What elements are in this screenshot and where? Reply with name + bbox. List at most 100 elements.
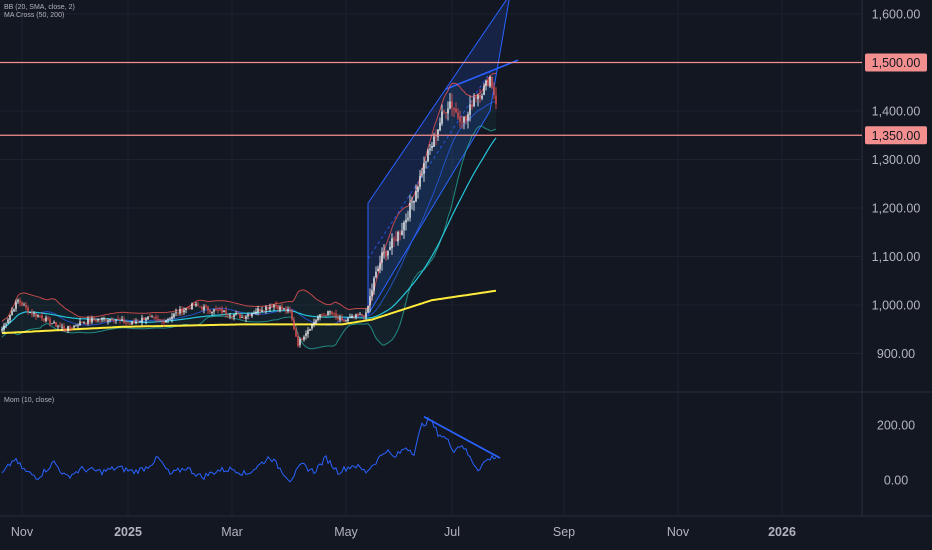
candle-body — [149, 316, 151, 318]
candle-body — [249, 314, 251, 316]
ma-cross-legend[interactable]: MA Cross (50, 200) — [4, 12, 65, 19]
candle-body — [463, 116, 465, 123]
candle-body — [413, 200, 415, 203]
candle-body — [113, 320, 115, 321]
candle-body — [285, 308, 287, 312]
candle-body — [273, 305, 275, 308]
candle-body — [231, 316, 233, 318]
candle-body — [35, 313, 37, 317]
candle-body — [127, 323, 129, 325]
candle-body — [15, 301, 17, 309]
candle-body — [191, 303, 193, 310]
indicator-lines — [1, 72, 497, 350]
x-tick-label: Mar — [221, 525, 243, 539]
candle-body — [165, 320, 167, 323]
candle-body — [9, 314, 11, 321]
candle-body — [433, 136, 435, 147]
price-channel[interactable] — [367, 0, 519, 317]
candle-body — [159, 319, 161, 321]
level-label-bg — [865, 126, 927, 145]
candle-body — [345, 320, 347, 322]
candle-body — [53, 322, 55, 324]
candle-body — [3, 325, 5, 330]
candle-body — [51, 323, 53, 325]
candle-body — [337, 317, 339, 319]
candle-body — [453, 107, 455, 110]
candle-body — [485, 80, 487, 86]
candle-body — [215, 309, 217, 310]
candle-body — [117, 319, 119, 320]
candle-body — [131, 321, 133, 325]
candle-body — [257, 308, 259, 312]
momentum-trendline — [423, 415, 501, 459]
candle-body — [173, 313, 175, 318]
candle-body — [67, 325, 69, 331]
mom-legend-label[interactable]: Mom (10, close) — [4, 397, 55, 404]
candle-body — [169, 318, 171, 320]
candle-body — [325, 315, 327, 317]
candle-body — [255, 311, 257, 314]
candle-body — [437, 129, 439, 137]
candle-body — [331, 311, 333, 314]
candle-body — [347, 318, 349, 321]
candle-body — [95, 320, 97, 322]
candle-body — [135, 321, 137, 324]
candle-body — [141, 317, 143, 323]
candle-body — [107, 320, 109, 322]
candle-body — [449, 101, 451, 109]
candle-body — [279, 306, 281, 311]
candle-body — [265, 306, 267, 311]
candle-body — [115, 319, 117, 321]
candle-body — [411, 201, 413, 203]
candle-body — [21, 302, 23, 306]
candle-body — [199, 306, 201, 308]
candle-body — [489, 76, 491, 87]
candle-body — [363, 315, 365, 318]
candle-body — [343, 320, 345, 322]
horizontal-levels[interactable]: 1,500.00 1,350.00 — [0, 53, 927, 145]
candle-body — [263, 310, 265, 312]
candle-body — [417, 187, 419, 192]
candle-body — [461, 122, 463, 124]
momentum-pane — [1, 415, 501, 483]
candle-body — [209, 310, 211, 313]
candle-body — [229, 315, 231, 317]
candle-body — [69, 326, 71, 328]
candle-body — [335, 313, 337, 317]
candle-body — [187, 307, 189, 309]
channel-midline — [367, 71, 491, 260]
mom-legend[interactable]: Mom (10, close) — [4, 397, 54, 405]
bb-legend[interactable]: BB (20, SMA, close, 2) — [4, 4, 75, 11]
candle-body — [289, 309, 291, 312]
candle-body — [299, 338, 301, 346]
candle-body — [383, 251, 385, 253]
candle-body — [19, 300, 21, 303]
candle-body — [133, 320, 135, 323]
candle-body — [197, 304, 199, 306]
candle-body — [393, 238, 395, 239]
candle-body — [171, 316, 173, 319]
main-legend[interactable]: BB (20, SMA, close, 2) MA Cross (50, 200… — [4, 4, 75, 20]
candle-body — [493, 86, 495, 95]
candle-body — [11, 311, 13, 315]
candle-body — [109, 319, 111, 321]
candle-body — [49, 319, 51, 324]
candle-body — [245, 316, 247, 319]
candle-body — [137, 321, 139, 323]
candle-body — [375, 271, 377, 278]
candle-body — [487, 79, 489, 86]
axes: 900.00 1,000.00 1,100.00 1,200.00 1,300.00 1,… — [11, 8, 920, 540]
candle-body — [125, 322, 127, 324]
mom-y-tick-label: 200.00 — [877, 419, 915, 433]
level-label: 1,350.00 — [872, 129, 921, 143]
candle-body — [479, 95, 481, 98]
candle-body — [155, 317, 157, 319]
candle-body — [105, 319, 107, 321]
candle-body — [421, 174, 423, 176]
candle-body — [247, 314, 249, 317]
candle-body — [287, 309, 289, 311]
candle-body — [385, 251, 387, 257]
candle-body — [405, 219, 407, 223]
candle-body — [293, 320, 295, 330]
